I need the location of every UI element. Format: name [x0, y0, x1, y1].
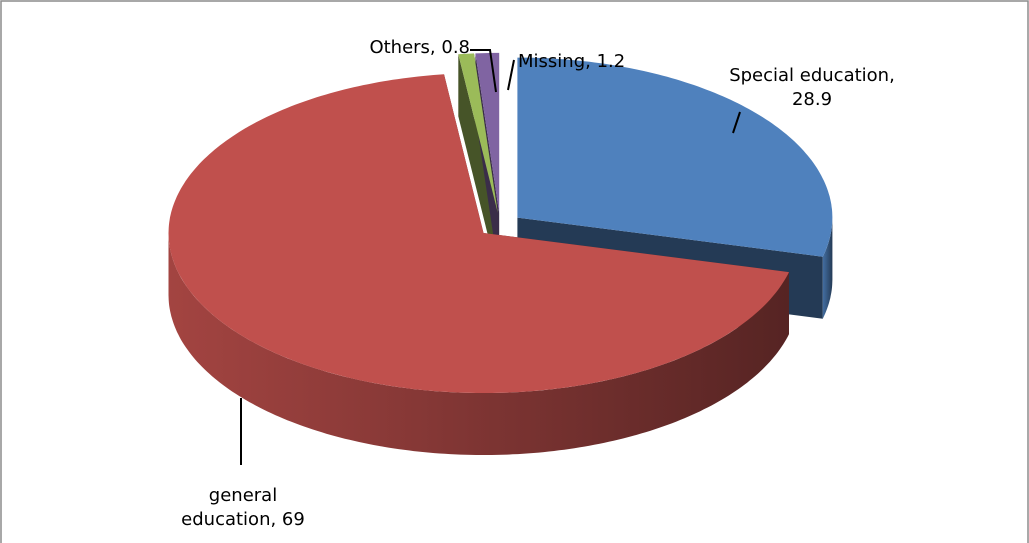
pie-slice [168, 74, 789, 394]
leader-line [732, 111, 741, 134]
data-label: Special education, 28.9 [729, 65, 895, 110]
pie-slice [475, 52, 500, 213]
slice-side [822, 217, 833, 319]
slice-side [168, 233, 789, 455]
pie-slice [458, 53, 498, 214]
data-label: Missing, 1.2 [518, 51, 626, 72]
leader-line [507, 59, 515, 91]
pie [168, 52, 833, 455]
slice-cut-face [458, 54, 498, 276]
data-label: general education, 69 [181, 485, 305, 530]
data-label: Others, 0.8 [369, 37, 470, 58]
leader-line [470, 49, 497, 93]
pie-slice [517, 57, 833, 257]
